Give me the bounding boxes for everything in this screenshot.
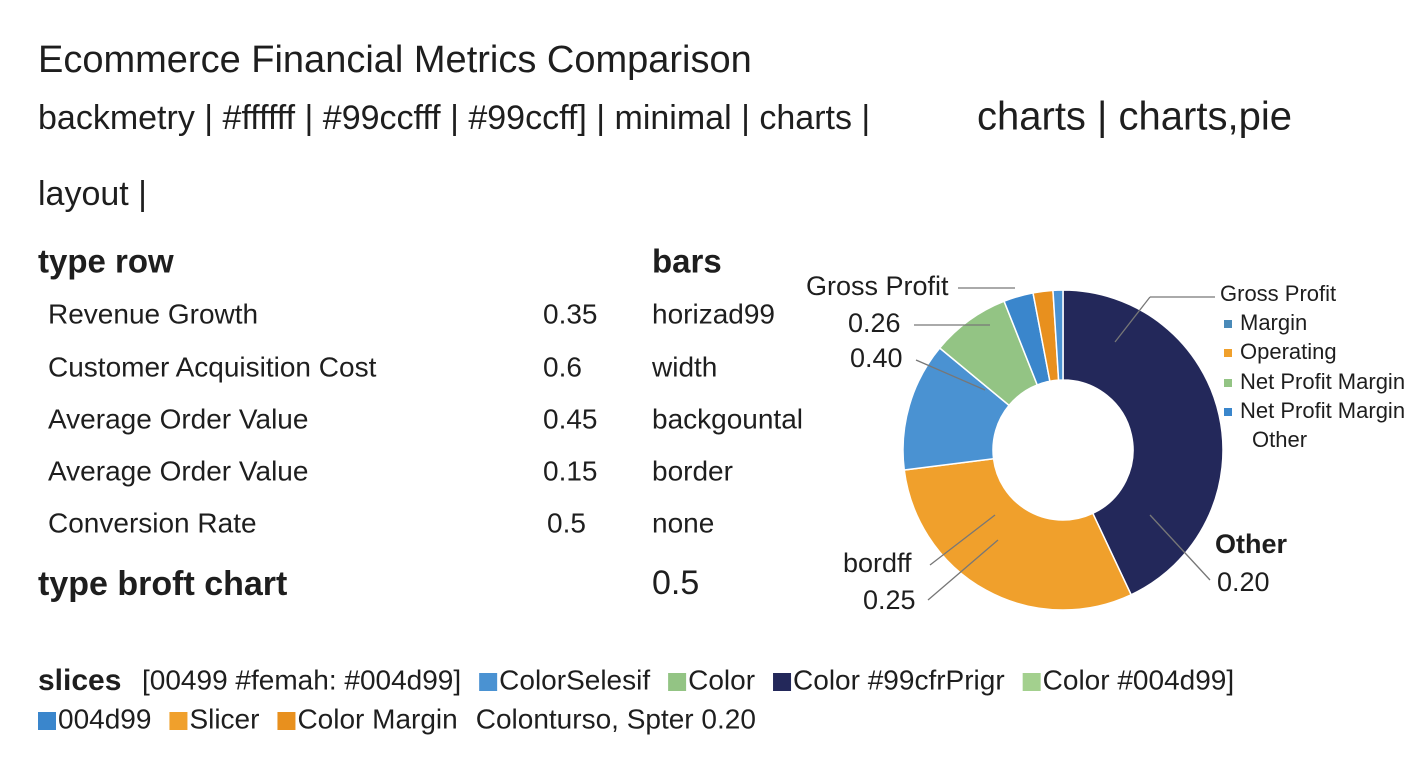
slice-label: 004d99 xyxy=(58,703,151,734)
slice-label: Slicer xyxy=(189,703,259,734)
donut-slice xyxy=(903,457,1133,611)
slice-label: ColorSelesif xyxy=(499,664,650,695)
slice-label: Colonturso, Spter 0.20 xyxy=(476,703,756,734)
donut-slice xyxy=(1062,289,1224,596)
row-label: Customer Acquisition Cost xyxy=(48,351,377,382)
table-footer: type broft chart xyxy=(38,565,287,603)
donut-label: 0.25 xyxy=(863,585,916,615)
legend-swatch xyxy=(1224,379,1232,387)
legend-label: Other xyxy=(1252,427,1307,452)
legend-label: Operating xyxy=(1240,339,1337,364)
slice-swatch xyxy=(479,673,498,691)
slice-label: Color xyxy=(688,664,755,695)
legend-swatch xyxy=(1224,349,1232,357)
leader-line xyxy=(1114,296,1151,343)
subtitle: backmetry | #ffffff | #99ccfff | #99ccff… xyxy=(38,99,870,137)
donut-label: Other xyxy=(1215,529,1288,559)
legend-label: Net Profit Margin xyxy=(1240,398,1405,423)
legend-label: Margin xyxy=(1240,310,1307,335)
slice-swatch xyxy=(38,712,56,730)
slices-title: slices xyxy=(38,664,121,697)
slice-label: Color #004d99] xyxy=(1043,664,1234,695)
row-note: width xyxy=(651,351,717,382)
legend-swatch xyxy=(1224,408,1232,416)
title: Ecommerce Financial Metrics Comparison xyxy=(38,39,752,81)
slice-label: Color Margin xyxy=(297,703,457,734)
slice-swatch xyxy=(668,673,687,691)
row-note: backgountal xyxy=(652,403,803,434)
row-label: Average Order Value xyxy=(48,455,308,486)
donut-label: Gross Profit xyxy=(806,271,949,301)
table-header: type row xyxy=(38,243,174,280)
legend-label: Net Profit Margin xyxy=(1240,369,1405,394)
donut-label: bordff xyxy=(843,548,912,578)
row-label: Average Order Value xyxy=(48,403,308,434)
slice-label: [00499 #femah: #004d99] xyxy=(142,664,461,695)
donut-label: 0.40 xyxy=(850,343,903,373)
row-label: Conversion Rate xyxy=(48,507,257,538)
slice-swatch xyxy=(277,712,296,730)
leader-line xyxy=(1149,514,1211,581)
legend-label: Gross Profit xyxy=(1220,281,1336,306)
slice-swatch xyxy=(1022,673,1041,691)
table-header: bars xyxy=(652,243,722,280)
slice-swatch xyxy=(773,673,792,691)
subtitle: charts | charts,pie xyxy=(977,95,1292,139)
row-note: border xyxy=(652,455,733,486)
row-value: 0.15 xyxy=(543,455,598,486)
slice-swatch xyxy=(169,712,188,730)
slice-label: Color #99cfrPrigr xyxy=(793,664,1005,695)
row-value: 0.6 xyxy=(543,351,582,382)
donut-label: 0.20 xyxy=(1217,567,1270,597)
leader-line xyxy=(927,539,999,601)
section-label: layout | xyxy=(38,175,147,213)
row-value: 0.5 xyxy=(547,507,586,538)
row-value: 0.35 xyxy=(543,298,598,329)
row-label: Revenue Growth xyxy=(48,298,258,329)
row-note: none xyxy=(652,507,714,538)
leader-line xyxy=(929,514,996,566)
table-footer: 0.5 xyxy=(652,564,699,602)
donut-label: 0.26 xyxy=(848,308,901,338)
row-value: 0.45 xyxy=(543,403,598,434)
leader-line xyxy=(915,359,986,391)
row-note: horizad99 xyxy=(652,298,775,329)
donut-slice xyxy=(1052,289,1064,381)
legend-swatch xyxy=(1224,320,1232,328)
